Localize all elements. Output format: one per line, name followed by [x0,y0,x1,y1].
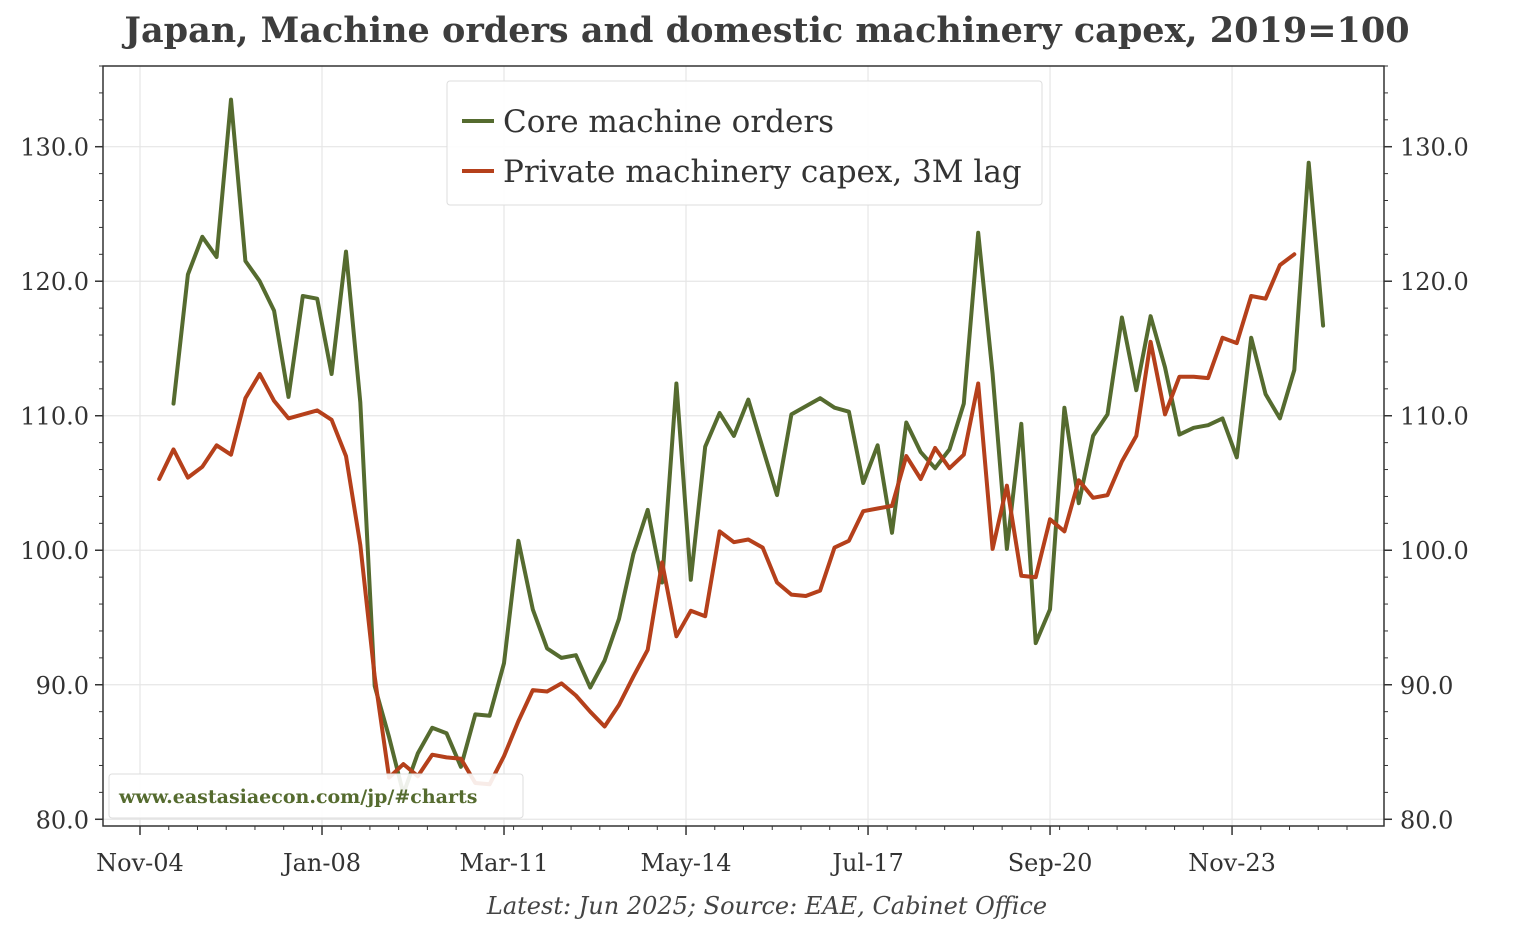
x-tick-label: May-14 [640,849,731,877]
y-tick-label-left: 90.0 [36,672,89,700]
legend-label-core-machine-orders: Core machine orders [503,104,834,140]
y-tick-label-right: 110.0 [1400,403,1469,431]
series-lines [157,97,1326,796]
watermark: www.eastasiaecon.com/jp/#charts [108,773,524,819]
legend-box [446,80,1043,206]
x-tick-label: Jul-17 [829,849,903,877]
axis-tick-labels: 80.0 80.0 90.0 90.0 100.0 100.0 110.0 110.0 120.… [20,134,1468,877]
x-tick-label: Jan-08 [280,849,361,877]
x-tick-label: Sep-20 [1008,849,1093,877]
y-tick-label-right: 120.0 [1400,268,1469,296]
y-tick-label-right: 100.0 [1400,537,1469,565]
series-line-core-machine-orders [171,97,1326,796]
legend-label-private-machinery-capex: Private machinery capex, 3M lag [503,154,1022,190]
y-tick-label-left: 130.0 [20,134,89,162]
x-tick-label: Nov-04 [96,849,184,877]
y-tick-label-right: 130.0 [1400,134,1469,162]
x-tick-label: Nov-23 [1188,849,1276,877]
axis-ticks [95,65,1392,835]
legend: Core machine orders Private machinery ca… [446,80,1043,206]
series-line-private-machinery-capex-3m-lag [157,252,1297,787]
watermark-box [108,773,524,819]
chart-title: Japan, Machine orders and domestic machi… [124,10,1410,51]
y-tick-label-right: 80.0 [1400,806,1453,834]
watermark-text: www.eastasiaecon.com/jp/#charts [118,786,477,808]
y-tick-label-right: 90.0 [1400,672,1453,700]
x-tick-label: Mar-11 [460,849,549,877]
y-tick-label-left: 120.0 [20,268,89,296]
y-tick-label-left: 100.0 [20,537,89,565]
y-tick-label-left: 80.0 [36,806,89,834]
chart-footnote: Latest: Jun 2025; Source: EAE, Cabinet O… [486,892,1048,920]
y-tick-label-left: 110.0 [20,403,89,431]
